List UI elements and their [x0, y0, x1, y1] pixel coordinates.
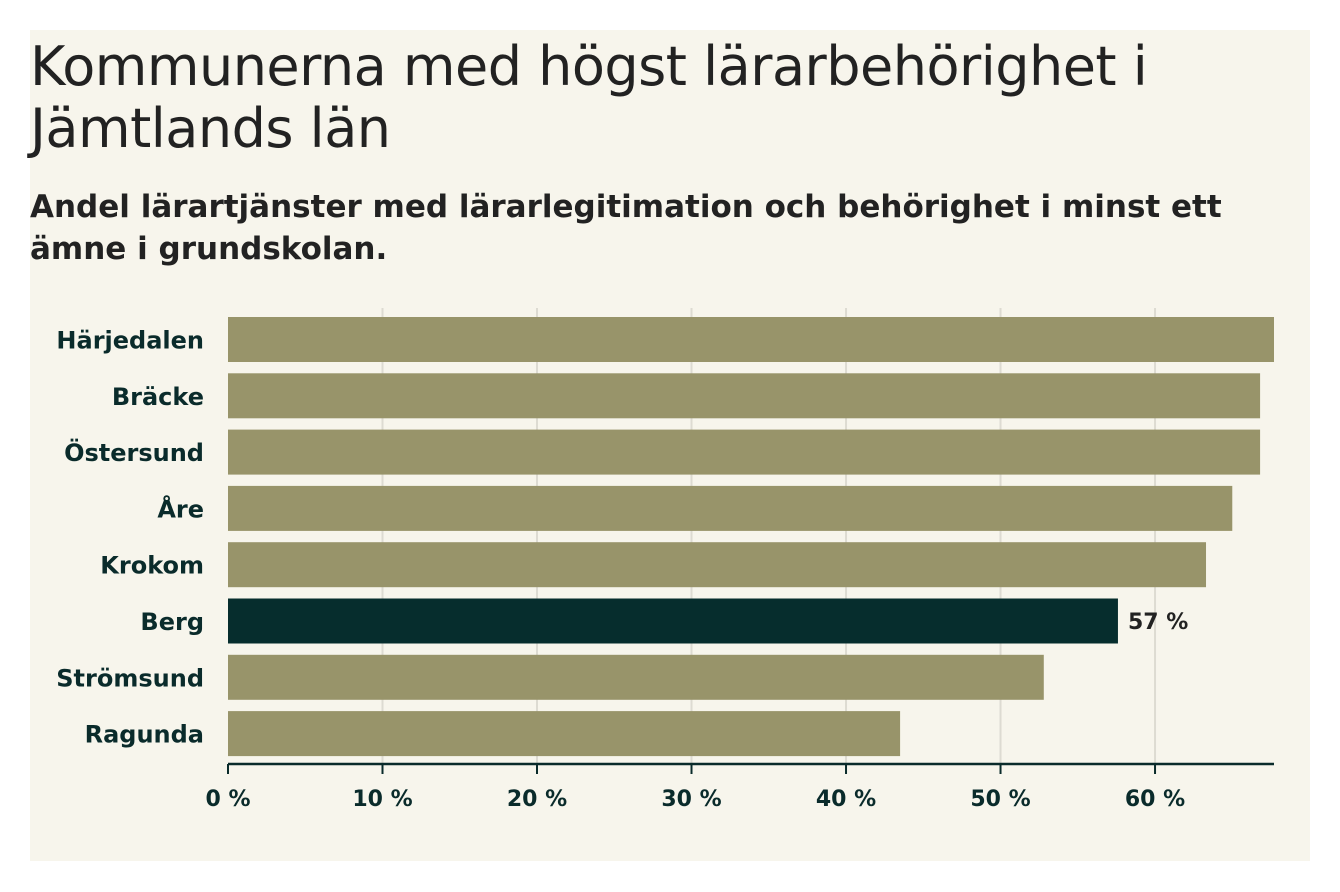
x-tick-label: 10 % — [352, 787, 412, 812]
x-tick-label: 0 % — [205, 787, 250, 812]
bar — [228, 654, 1044, 700]
bar-chart: Härjedalen Bräcke Östersund Åre Krokom Berg 57… — [56, 308, 1274, 812]
bar — [228, 317, 1274, 362]
category-label: Bräcke — [112, 383, 204, 411]
bar — [228, 373, 1261, 419]
bar — [228, 542, 1207, 588]
bar — [228, 598, 1118, 644]
chart-card: Kommunerna med högst lärarbehörighet i J… — [30, 30, 1310, 861]
data-label: 57 % — [1128, 610, 1188, 635]
chart-subtitle: Andel lärartjänster med lärarlegitimatio… — [30, 189, 1222, 267]
category-label: Härjedalen — [56, 327, 204, 355]
category-label: Ragunda — [85, 721, 204, 749]
x-tick-label: 50 % — [970, 787, 1030, 812]
x-tick-label: 40 % — [816, 787, 876, 812]
category-label: Berg — [140, 608, 204, 636]
bar — [228, 485, 1233, 531]
category-label: Krokom — [100, 552, 204, 580]
category-label: Östersund — [64, 437, 204, 467]
chart-title: Kommunerna med högst lärarbehörighet i J… — [30, 35, 1148, 160]
x-tick-label: 60 % — [1125, 787, 1185, 812]
x-tick-label: 30 % — [661, 787, 721, 812]
category-label: Strömsund — [56, 664, 204, 692]
category-label: Åre — [157, 494, 204, 523]
x-tick-label: 20 % — [507, 787, 567, 812]
bar — [228, 429, 1261, 475]
bar — [228, 711, 901, 757]
